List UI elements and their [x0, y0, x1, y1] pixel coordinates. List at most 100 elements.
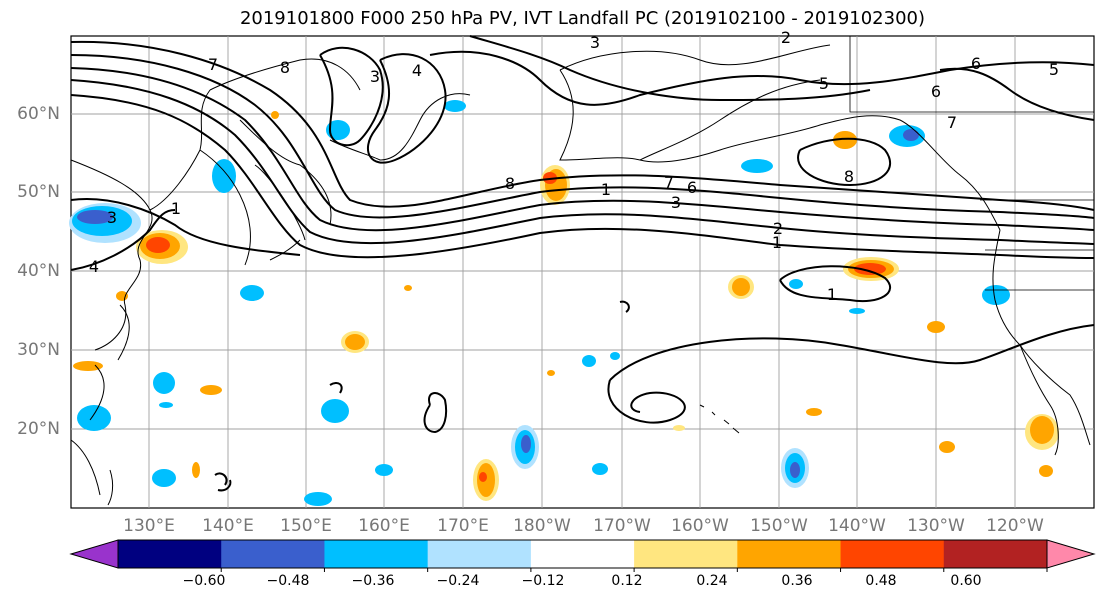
ivt-negative-blob: [321, 399, 349, 423]
ivt-negative-blob: [153, 372, 175, 394]
ivt-positive-blob: [547, 370, 555, 376]
ivt-negative-blob: [592, 463, 608, 475]
colorbar-tick-label: −0.36: [351, 573, 395, 589]
ivt-negative-blob: [212, 159, 236, 193]
graticule: [71, 36, 1094, 508]
colorbar-segment: [943, 540, 1048, 568]
lon-label: 120°W: [986, 516, 1044, 536]
lat-label: 20°N: [17, 419, 60, 439]
lon-label: 160°E: [358, 516, 410, 536]
lat-label: 60°N: [17, 104, 60, 124]
colorbar-segment: [324, 540, 429, 568]
ivt-positive-blob: [1039, 465, 1053, 477]
lon-label: 150°W: [750, 516, 808, 536]
colorbar-segment: [427, 540, 532, 568]
colorbar: [69, 539, 1096, 572]
colorbar-segment: [118, 540, 222, 568]
ivt-positive-blob: [806, 408, 822, 416]
contour-label: 8: [844, 167, 854, 186]
ivt-negative-blob: [304, 492, 332, 506]
colorbar-tick-label: −0.60: [182, 573, 226, 589]
colorbar-segment: [737, 540, 842, 568]
contour-label: 2: [781, 28, 791, 47]
lon-label: 170°W: [593, 516, 651, 536]
colorbar-tick-label: 0.12: [611, 573, 643, 589]
contour-label: 7: [947, 113, 957, 132]
ivt-positive-blob: [673, 425, 685, 431]
ivt-negative-blob: [610, 352, 620, 360]
ivt-positive-blob: [271, 111, 279, 119]
ivt-positive-blob: [927, 321, 945, 333]
contour-label: 1: [601, 180, 611, 199]
ivt-shading: [69, 100, 1059, 506]
colorbar-segment: [530, 540, 635, 568]
contour-labels: 7 8 3 4 3 2 6 5 6 7 5 7 6 8 3 2 1 8 1 3 …: [89, 28, 1059, 304]
lon-label: 130°E: [123, 516, 175, 536]
contour-label: 1: [827, 285, 837, 304]
contour-label: 7: [664, 173, 674, 192]
colorbar-tick-label: −0.12: [521, 573, 565, 589]
colorbar-segment: [634, 540, 738, 568]
colorbar-extend-min: [69, 539, 119, 569]
lon-label: 140°W: [828, 516, 886, 536]
ivt-positive-blob: [854, 263, 886, 275]
ivt-negative-blob: [77, 405, 111, 431]
ivt-negative-blob: [582, 355, 596, 367]
ivt-positive-blob: [732, 278, 750, 296]
ivt-negative-blob: [903, 129, 919, 141]
contour-label: 2: [773, 219, 783, 238]
lat-label: 40°N: [17, 261, 60, 281]
ivt-positive-blob: [833, 131, 857, 149]
ivt-positive-blob: [404, 285, 412, 291]
contour-label: 6: [931, 82, 941, 101]
ivt-negative-blob: [444, 100, 466, 112]
map-title: 2019101800 F000 250 hPa PV, IVT Landfall…: [239, 8, 926, 29]
lon-label: 140°E: [202, 516, 254, 536]
ivt-positive-blob: [116, 291, 128, 301]
ivt-negative-blob: [849, 308, 865, 314]
contour-label: 3: [590, 33, 600, 52]
ivt-positive-blob: [146, 237, 170, 253]
colorbar-segment: [840, 540, 945, 568]
pv-contours: [70, 35, 1095, 492]
lon-label: 180°W: [513, 516, 571, 536]
ivt-positive-blob: [192, 462, 200, 478]
colorbar-tick-label: 0.36: [781, 573, 813, 589]
contour-label: 1: [772, 233, 782, 252]
colorbar-extend-max: [1046, 539, 1096, 569]
ivt-positive-blob: [479, 472, 487, 482]
ivt-negative-blob: [326, 120, 350, 140]
contour-label: 5: [819, 74, 829, 93]
colorbar-tick-label: 0.48: [865, 573, 897, 589]
contour-label: 8: [505, 174, 515, 193]
contour-label: 8: [280, 58, 290, 77]
ivt-negative-blob: [240, 285, 264, 301]
ivt-negative-blob: [152, 469, 176, 487]
colorbar-segment: [221, 540, 325, 568]
lon-label: 130°W: [907, 516, 965, 536]
ivt-negative-blob: [741, 159, 773, 173]
lat-label: 50°N: [17, 182, 60, 202]
contour-label: 4: [412, 61, 422, 80]
ivt-negative-blob: [521, 435, 531, 453]
contour-label: 6: [687, 178, 697, 197]
ivt-positive-blob: [939, 441, 955, 453]
contour-label: 3: [671, 193, 681, 212]
lon-label: 160°W: [671, 516, 729, 536]
ivt-negative-blob: [375, 464, 393, 476]
colorbar-tick-label: 0.24: [696, 573, 728, 589]
contour-label: 5: [1049, 60, 1059, 79]
ivt-negative-blob: [159, 402, 173, 408]
contour-label: 3: [107, 208, 117, 227]
ivt-positive-blob: [73, 361, 103, 371]
ivt-negative-blob: [789, 279, 803, 289]
contour-label: 7: [208, 55, 218, 74]
ivt-negative-blob: [790, 462, 800, 478]
ivt-positive-blob: [200, 385, 222, 395]
colorbar-tick-label: 0.60: [950, 573, 982, 589]
contour-label: 4: [89, 257, 99, 276]
ivt-positive-blob: [345, 334, 365, 350]
contour-label: 3: [370, 67, 380, 86]
ivt-negative-blob: [77, 210, 113, 224]
